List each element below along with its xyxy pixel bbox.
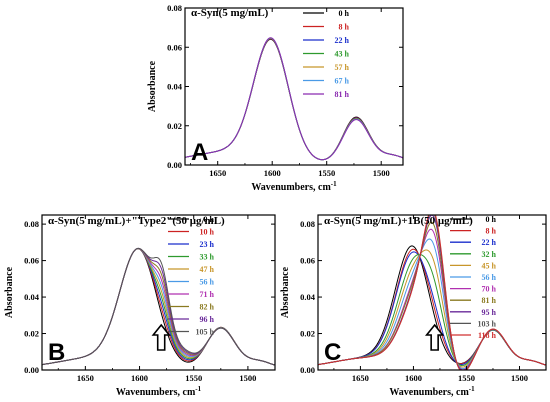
legend-entry: 47 h [200, 265, 215, 274]
x-tick-label: 1600 [264, 168, 281, 178]
panel-letter: C [324, 339, 341, 366]
y-tick-label: 0.04 [167, 82, 183, 92]
legend-entry: 82 h [200, 303, 215, 312]
panel-c: 1650 1600 1550 1500 0.00 0.02 0.04 0.06 0.08 Wave… [280, 214, 547, 398]
legend-entry: 103 h [478, 319, 497, 328]
x-tick-label: 1600 [405, 373, 422, 383]
series-line-67h [185, 37, 403, 161]
panel-a: 1650 1600 1550 1500 0.00 0.02 0.04 0.06 0.08 Wave… [147, 3, 404, 193]
y-tick-label: 0.08 [24, 219, 39, 229]
legend-entry: 0 h [486, 215, 497, 224]
x-tick-label: 1500 [511, 373, 528, 383]
legend: 0 h 8 h 22 h 43 h 57 h 67 h 81 h [303, 9, 350, 99]
legend-entry: 95 h [482, 308, 497, 317]
up-arrow-icon [151, 323, 171, 351]
y-tick-label: 0.06 [300, 256, 315, 266]
y-tick-label: 0.04 [24, 292, 40, 302]
legend-entry: 67 h [335, 77, 350, 86]
panel-title: α-Syn(5 mg/mL)+"Type2"(50 μg/mL) [48, 215, 225, 227]
legend-entry: 0 h [204, 215, 215, 224]
x-axis-label: Wavenumbers, cm-1 [116, 385, 202, 398]
y-tick-label: 0.08 [167, 3, 182, 13]
panel-title: α-Syn(5 mg/mL) [191, 7, 269, 19]
series-lines [185, 37, 403, 161]
x-tick-label: 1650 [352, 373, 369, 383]
x-tick-label: 1650 [77, 373, 94, 383]
series-line-118h [318, 215, 546, 370]
y-tick-label: 0.02 [300, 329, 315, 339]
y-tick-label: 0.00 [167, 160, 182, 170]
legend-entry: 57 h [335, 63, 350, 72]
x-tick-label: 1550 [458, 373, 475, 383]
y-tick-label: 0.00 [24, 365, 39, 375]
legend-entry: 43 h [335, 50, 350, 59]
legend-entry: 10 h [200, 228, 215, 237]
legend-entry: 22 h [482, 238, 497, 247]
series-line-0h [185, 38, 403, 161]
legend-entry: 45 h [482, 261, 497, 270]
legend-entry: 8 h [486, 227, 497, 236]
x-tick-label: 1650 [209, 168, 226, 178]
legend: 0 h 10 h 23 h 33 h 47 h 56 h 71 h 82 h 96 h 105 h [168, 215, 215, 337]
x-axis-label: Wavenumbers, cm-1 [389, 385, 475, 398]
legend-entry: 105 h [196, 328, 215, 337]
legend-entry: 56 h [200, 278, 215, 287]
y-tick-label: 0.08 [300, 219, 315, 229]
y-tick-label: 0.04 [300, 292, 316, 302]
plot-frame [41, 214, 276, 371]
panel-b: 1650 1600 1550 1500 0.00 0.02 0.04 0.06 0.08 Wave… [4, 214, 276, 398]
legend-entry: 118 h [478, 331, 497, 340]
plot-frame [317, 214, 547, 371]
series-lines [42, 247, 275, 366]
legend: 0 h 8 h 22 h 32 h 45 h 56 h 70 h 81 h 95 h 103 h 1… [450, 215, 497, 340]
x-tick-label: 1500 [239, 373, 256, 383]
panel-letter: A [191, 139, 208, 166]
series-line-105h [42, 247, 275, 366]
legend-entry: 70 h [482, 285, 497, 294]
legend-entry: 81 h [335, 90, 350, 99]
x-tick-label: 1600 [131, 373, 148, 383]
y-axis-label: Absorbance [4, 266, 15, 318]
y-tick-label: 0.06 [24, 256, 39, 266]
legend-entry: 81 h [482, 296, 497, 305]
plot-frame [184, 7, 404, 166]
series-line-22h [185, 38, 403, 161]
legend-entry: 33 h [200, 253, 215, 262]
legend-entry: 22 h [335, 36, 350, 45]
legend-entry: 56 h [482, 273, 497, 282]
legend-entry: 32 h [482, 250, 497, 259]
y-axis-label: Absorbance [147, 60, 158, 112]
legend-entry: 96 h [200, 315, 215, 324]
x-tick-label: 1500 [373, 168, 390, 178]
series-line-8h [185, 38, 403, 161]
series-lines [318, 215, 546, 370]
series-line-81h [185, 37, 403, 161]
legend-entry: 8 h [339, 23, 350, 32]
legend-entry: 23 h [200, 240, 215, 249]
x-tick-label: 1550 [185, 373, 202, 383]
series-line-43h [185, 37, 403, 161]
series-line-57h [185, 37, 403, 161]
y-axis-label: Absorbance [280, 266, 291, 318]
y-tick-label: 0.02 [167, 121, 182, 131]
legend-entry: 71 h [200, 290, 215, 299]
y-tick-label: 0.02 [24, 329, 39, 339]
up-arrow-icon [424, 323, 445, 351]
x-axis-label: Wavenumbers, cm-1 [251, 180, 337, 193]
y-tick-label: 0.06 [167, 42, 182, 52]
x-tick-label: 1550 [318, 168, 335, 178]
y-tick-label: 0.00 [300, 365, 315, 375]
panel-letter: B [48, 339, 65, 366]
panel-title: α-Syn(5 mg/mL)+1B(50 μg/mL) [324, 215, 473, 227]
legend-entry: 0 h [339, 9, 350, 18]
